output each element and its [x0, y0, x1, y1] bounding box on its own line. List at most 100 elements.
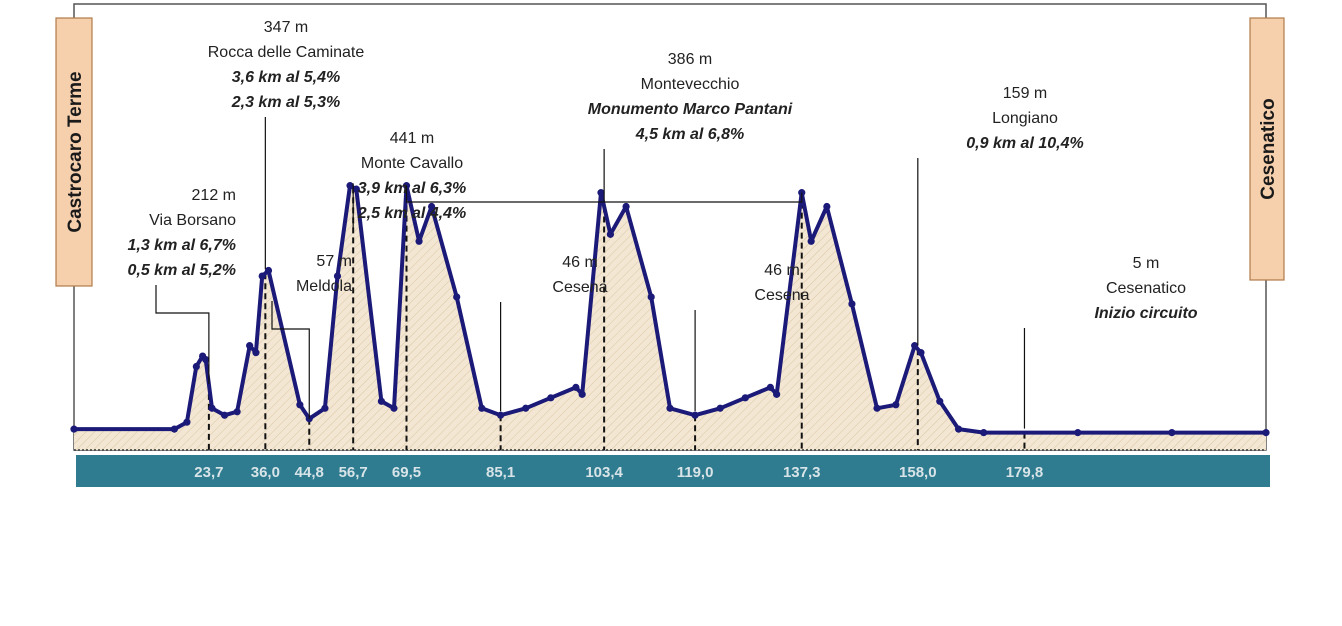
- climb-detail: Inizio circuito: [1094, 305, 1197, 322]
- location-label: 46 m: [764, 262, 800, 279]
- location-label: Cesena: [754, 287, 809, 304]
- end-label: Cesenatico: [1258, 98, 1279, 199]
- location-label: 159 m: [1003, 85, 1047, 102]
- profile-point: [202, 355, 210, 364]
- profile-point: [264, 266, 273, 275]
- location-label: 212 m: [192, 187, 236, 204]
- tick-label: 56,7: [339, 464, 368, 481]
- profile-point: [377, 397, 386, 405]
- distance-ticks: 23,7 36,0 44,8 56,7 69,5 85,1 103,4 119,0 137,3 1…: [194, 464, 1043, 481]
- profile-point: [208, 404, 216, 412]
- profile-point: [622, 202, 630, 211]
- location-label: Meldola: [296, 278, 352, 295]
- tick-label: 36,0: [251, 464, 280, 481]
- marker-lines: [207, 185, 1026, 450]
- location-label: Monte Cavallo: [361, 155, 463, 172]
- location-label: 5 m: [1133, 255, 1160, 272]
- climb-detail: 0,5 km al 5,2%: [127, 262, 236, 279]
- location-label: Montevecchio: [641, 76, 740, 93]
- profile-point: [911, 342, 919, 350]
- profile-point: [220, 411, 229, 419]
- location-label: Cesenatico: [1106, 280, 1186, 297]
- profile-point: [415, 237, 423, 245]
- profile-point: [741, 394, 749, 402]
- climb-detail: Monumento Marco Pantani: [588, 101, 793, 118]
- tick-label: 119,0: [677, 464, 714, 481]
- profile-point: [823, 202, 831, 211]
- profile-point: [183, 418, 191, 426]
- loop-bracket: [405, 185, 803, 203]
- profile-point: [807, 237, 815, 245]
- distance-band-bar: [76, 455, 1270, 487]
- distance-band: [76, 455, 1270, 487]
- profile-point: [798, 189, 806, 197]
- profile-point: [547, 394, 555, 402]
- profile-point: [192, 362, 200, 371]
- location-label: Via Borsano: [149, 212, 236, 229]
- profile-point: [296, 401, 304, 409]
- climb-detail: 0,9 km al 10,4%: [966, 135, 1083, 152]
- tick-label: 85,1: [486, 464, 515, 481]
- profile-point: [597, 189, 605, 197]
- profile-point: [917, 349, 925, 357]
- tick-label: 44,8: [295, 464, 324, 481]
- start-label-box: [55, 17, 93, 287]
- profile-point: [1168, 429, 1176, 437]
- profile-point: [1262, 429, 1270, 437]
- start-label: Castrocaro Terme: [65, 71, 86, 232]
- profile-point: [578, 390, 586, 398]
- climb-detail: 2,5 km al 4,4%: [357, 205, 467, 222]
- location-label: 46 m: [562, 254, 598, 271]
- location-label: 57 m: [316, 253, 352, 270]
- leader-line: [271, 301, 310, 419]
- climb-annotations: 212 m Via Borsano 1,3 km al 6,7% 0,5 km al …: [127, 19, 1198, 429]
- climb-detail: 3,9 km al 6,3%: [358, 180, 467, 197]
- profile-point: [390, 404, 398, 412]
- profile-point: [346, 182, 354, 190]
- tick-label: 137,3: [783, 464, 821, 481]
- end-label-box: [1249, 17, 1285, 281]
- profile-point: [716, 404, 724, 412]
- location-label: Rocca delle Caminate: [208, 44, 365, 61]
- profile-point: [170, 425, 178, 433]
- location-label: 441 m: [390, 130, 434, 147]
- profile-point: [321, 404, 329, 412]
- profile-point: [233, 408, 241, 416]
- profile-point: [666, 404, 674, 412]
- profile-point: [936, 397, 944, 405]
- profile-point: [497, 411, 505, 419]
- location-label: 386 m: [668, 51, 712, 68]
- profile-point: [773, 390, 781, 398]
- tick-label: 103,4: [585, 464, 623, 481]
- profile-point: [954, 425, 963, 433]
- location-label: Longiano: [992, 110, 1058, 127]
- tick-label: 158,0: [899, 464, 937, 481]
- profile-point: [873, 404, 881, 412]
- climb-detail: 2,3 km al 5,3%: [231, 94, 341, 111]
- location-label: 347 m: [264, 19, 308, 36]
- profile-point: [848, 300, 856, 308]
- elevation-fill: [74, 185, 1266, 450]
- location-label: Cesena: [552, 279, 607, 296]
- elevation-area: [74, 185, 1266, 451]
- climb-detail: 4,5 km al 6,8%: [635, 126, 745, 143]
- profile-point: [892, 401, 900, 409]
- profile-point: [572, 383, 580, 391]
- profile-point: [428, 202, 436, 211]
- profile-point: [352, 185, 360, 193]
- profile-point: [333, 272, 342, 280]
- profile-point: [453, 293, 461, 301]
- climb-detail: 3,6 km al 5,4%: [232, 69, 341, 86]
- profile-point: [980, 429, 988, 437]
- profile-point: [252, 349, 260, 357]
- endpoint-labels: Castrocaro Terme Cesenatico: [55, 17, 1285, 287]
- climb-detail: 1,3 km al 6,7%: [127, 237, 236, 254]
- tick-label: 23,7: [194, 464, 223, 481]
- profile-point: [478, 404, 486, 412]
- profile-point: [258, 272, 266, 280]
- profile-point: [606, 230, 615, 238]
- profile-point: [691, 411, 699, 419]
- tick-label: 69,5: [392, 464, 421, 481]
- profile-point: [70, 425, 78, 433]
